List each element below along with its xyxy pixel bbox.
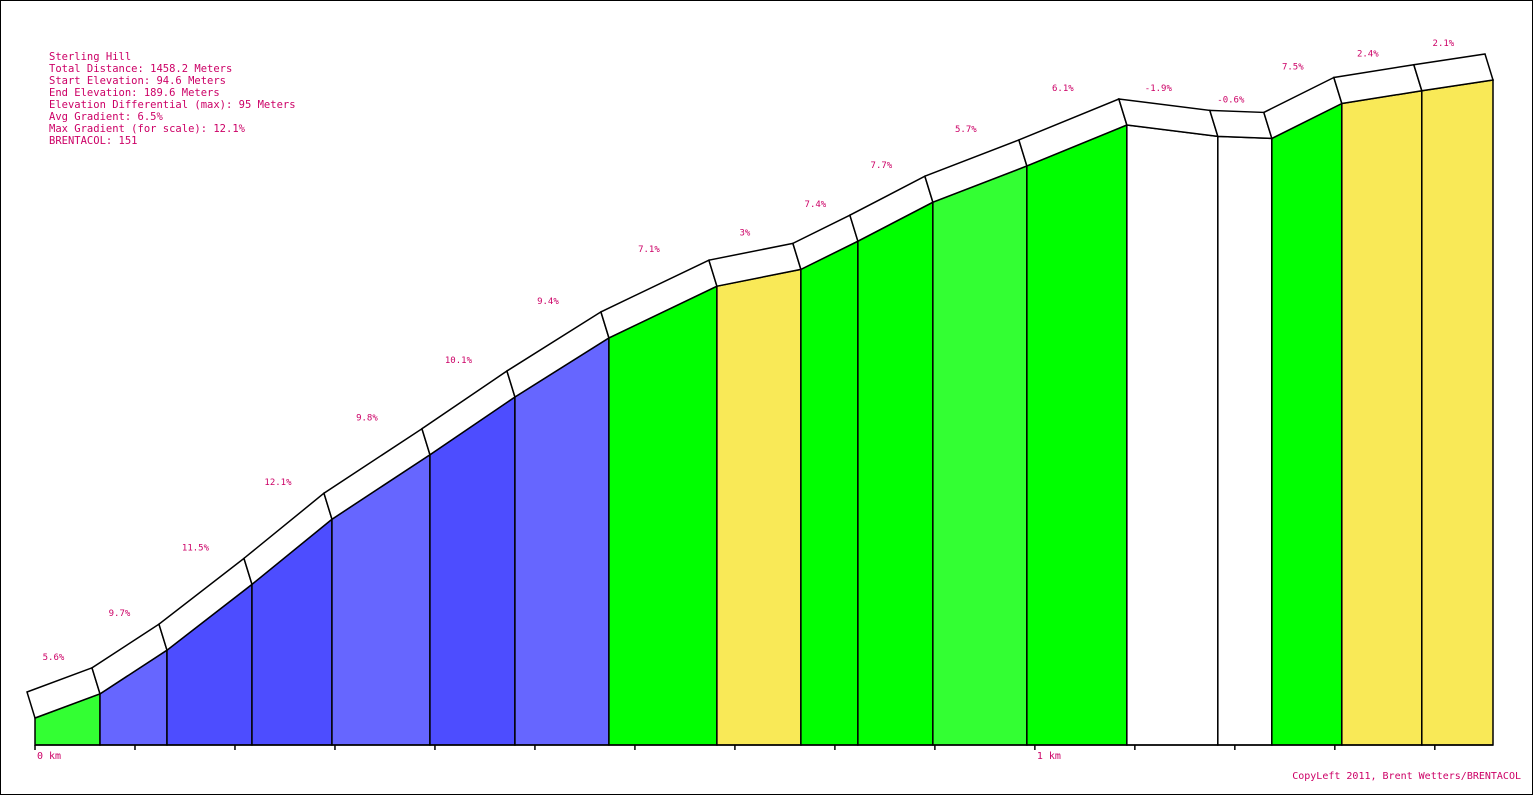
gradient-label-14: -1.9% [1145,84,1173,94]
gradient-label-6: 10.1% [445,356,473,366]
end-elevation: End Elevation: 189.6 Meters [49,87,220,99]
segment-fill-7 [514,336,610,746]
segment-fill-6 [429,395,516,746]
gradient-label-5: 9.8% [356,414,378,424]
gradient-label-16: 7.5% [1282,63,1304,73]
segment-fill-17 [1341,89,1423,746]
x-tick-label-0: 0 km [37,751,61,762]
avg-gradient: Avg Gradient: 6.5% [49,111,163,123]
segment-fill-9 [716,268,802,746]
total-distance: Total Distance: 1458.2 Meters [49,63,233,75]
segment-fill-13 [1026,123,1128,746]
segment-fill-12 [932,164,1028,746]
segment-fills [34,79,1494,746]
gradient-label-4: 12.1% [264,478,292,488]
elevation-differential: Elevation Differential (max): 95 Meters [49,99,296,111]
segment-fill-16 [1271,102,1343,746]
gradient-label-15: -0.6% [1217,95,1245,105]
segment-fill-8 [608,284,718,746]
segment-fill-14 [1126,124,1219,746]
brentacol-score: BRENTACOL: 151 [49,135,138,147]
gradient-label-13: 6.1% [1052,84,1074,94]
x-tick-label-1: 1 km [1037,751,1061,762]
climb-name: Sterling Hill [49,51,132,63]
segment-fill-15 [1217,135,1273,746]
copyleft-credit: CopyLeft 2011, Brent Wetters/BRENTACOL [1292,771,1521,782]
gradient-label-11: 7.7% [871,161,893,171]
segment-fill-11 [857,200,934,746]
gradient-label-1: 5.6% [43,653,65,663]
gradient-label-9: 3% [739,228,750,238]
start-elevation: Start Elevation: 94.6 Meters [49,75,227,87]
max-gradient: Max Gradient (for scale): 12.1% [49,123,245,135]
gradient-label-7: 9.4% [537,297,559,307]
gradient-label-12: 5.7% [955,125,977,135]
gradient-labels: 5.6% 9.7% 11.5% 12.1% 9.8% 10.1% 9.4% 7.1% 3% 7.4… [43,39,1455,663]
gradient-label-18: 2.1% [1433,39,1455,49]
segment-fill-10 [800,239,859,746]
x-axis: 0 km 1 km [34,744,1493,762]
road-bands [26,53,1494,719]
gradient-label-2: 9.7% [109,609,131,619]
road-band-15 [1208,109,1273,140]
gradient-label-10: 7.4% [805,200,827,210]
road-band-18 [1412,53,1494,92]
gradient-label-17: 2.4% [1357,50,1379,60]
segment-fill-18 [1421,79,1494,746]
gradient-label-8: 7.1% [638,245,660,255]
gradient-label-3: 11.5% [182,543,210,553]
